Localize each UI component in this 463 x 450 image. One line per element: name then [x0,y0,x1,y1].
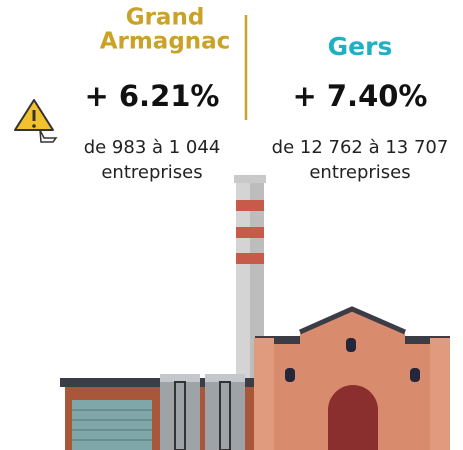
right-detail: de 12 762 à 13 707 [272,137,449,158]
left-title: Armagnac [100,29,231,55]
right-title: Gers [328,32,393,61]
warning-icon [15,100,56,142]
left-detail: entreprises [101,162,202,183]
right-change: + 7.40% [292,79,427,113]
left-detail: de 983 à 1 044 [84,137,221,158]
left-change: + 6.21% [84,79,219,113]
infographic: Grand Armagnac + 6.21% de 983 à 1 044 en… [0,0,463,450]
left-title: Grand [126,5,205,31]
right-detail: entreprises [309,162,410,183]
factory-illustration [60,175,450,450]
page: Grand Armagnac + 6.21% de 983 à 1 044 en… [0,0,463,450]
